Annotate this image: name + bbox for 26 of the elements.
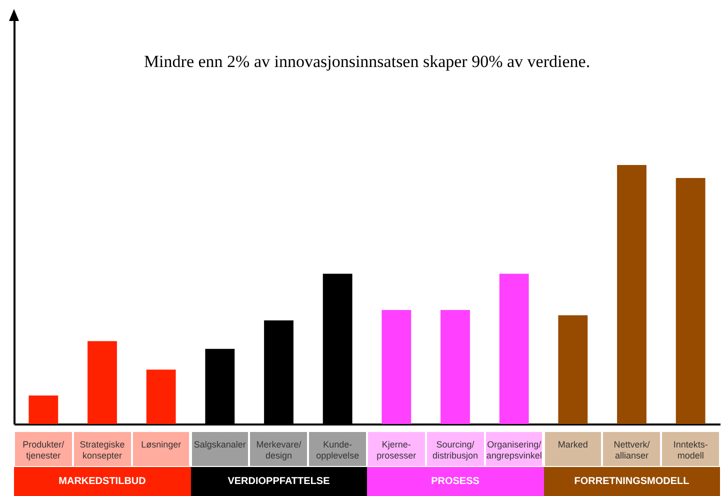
chart-title: Mindre enn 2% av innovasjonsinnsatsen skaper 90% av verdiene. (144, 52, 590, 71)
bar (440, 310, 470, 424)
x-tick-label: Organisering/ angrepsvinkel (486, 440, 542, 460)
bar (28, 396, 58, 424)
x-tick-label: Kunde- opplevelse (316, 440, 360, 460)
x-tick-label: Sourcing/ distribusjon (432, 440, 478, 460)
group-header: VERDIOPPFATTELSE (190, 467, 367, 496)
x-tick-label: Nettverk/ allianser (614, 440, 650, 460)
group-header: PROSESS (367, 467, 544, 496)
x-tick-label: Kjerne- prosesser (376, 440, 416, 460)
bar (146, 370, 176, 424)
x-tick-label: Løsninger (141, 440, 182, 450)
bar (676, 178, 706, 424)
bar (88, 341, 117, 424)
bar (382, 310, 412, 424)
x-tick-label: Strategiske konsepter (80, 440, 125, 460)
bar (499, 274, 529, 424)
x-tick-label: Produkter/ tjenester (22, 440, 65, 460)
group-header: FORRETNINGSMODELL (544, 467, 720, 496)
bar (558, 315, 588, 424)
x-tick-label: Inntekts- modell (673, 440, 708, 460)
x-tick-label: Salgskanaler (194, 440, 246, 450)
x-tick-label: Merkevare/ design (256, 440, 302, 460)
bar (617, 165, 646, 424)
group-header: MARKEDSTILBUD (14, 467, 190, 496)
x-tick-label: Marked (558, 440, 588, 450)
